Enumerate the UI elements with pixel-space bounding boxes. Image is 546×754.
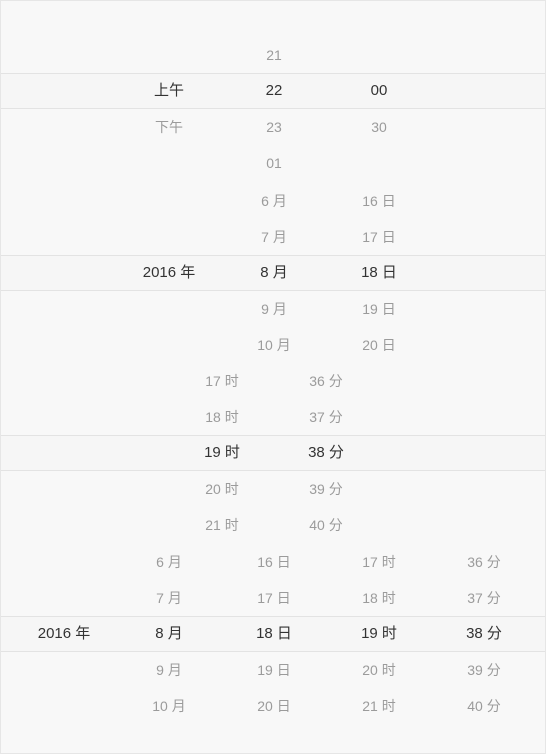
minute-option[interactable]: 36 分 bbox=[309, 373, 343, 389]
minute-option[interactable]: 39 分 bbox=[467, 662, 501, 678]
day-option[interactable]: 16 日 bbox=[257, 554, 291, 570]
selection-band bbox=[1, 616, 545, 652]
hour-option-selected[interactable]: 22 bbox=[265, 82, 283, 99]
minute-option[interactable]: 40 分 bbox=[309, 517, 343, 533]
hour-option[interactable]: 23 bbox=[266, 119, 282, 135]
day-option[interactable]: 20 日 bbox=[257, 698, 291, 714]
month-option[interactable]: 6 月 bbox=[261, 193, 287, 209]
ampm-option-selected[interactable]: 上午 bbox=[153, 82, 185, 99]
selection-band bbox=[1, 255, 545, 291]
minute-option[interactable]: 40 分 bbox=[467, 698, 501, 714]
minute-option[interactable]: 30 bbox=[371, 119, 387, 135]
ampm-option[interactable]: 下午 bbox=[155, 119, 183, 135]
selection-band bbox=[1, 73, 545, 109]
hour-option[interactable]: 01 bbox=[266, 155, 282, 171]
hour-option[interactable]: 21 时 bbox=[362, 698, 396, 714]
day-option[interactable]: 17 日 bbox=[362, 229, 396, 245]
minute-option[interactable]: 37 分 bbox=[309, 409, 343, 425]
hour-option[interactable]: 20 时 bbox=[205, 481, 239, 497]
minute-option-selected[interactable]: 38 分 bbox=[466, 625, 502, 642]
year-option-selected[interactable]: 2016 年 bbox=[37, 625, 91, 642]
day-option-selected[interactable]: 18 日 bbox=[256, 625, 292, 642]
month-option[interactable]: 9 月 bbox=[261, 301, 287, 317]
hour-option[interactable]: 18 时 bbox=[205, 409, 239, 425]
day-option-selected[interactable]: 18 日 bbox=[361, 264, 397, 281]
hour-option[interactable]: 20 时 bbox=[362, 662, 396, 678]
time-picker[interactable]: 17 时 18 时 19 时 20 时 21 时 36 分 37 分 38 分 … bbox=[1, 362, 545, 542]
minute-option[interactable]: 39 分 bbox=[309, 481, 343, 497]
hour-option[interactable]: 17 时 bbox=[362, 554, 396, 570]
minute-option-selected[interactable]: 38 分 bbox=[308, 444, 344, 461]
month-option[interactable]: 9 月 bbox=[156, 662, 182, 678]
day-option[interactable]: 20 日 bbox=[362, 337, 396, 353]
month-option[interactable]: 6 月 bbox=[156, 554, 182, 570]
selection-band bbox=[1, 435, 545, 471]
month-option-selected[interactable]: 8 月 bbox=[260, 264, 288, 281]
month-option[interactable]: 10 月 bbox=[257, 337, 291, 353]
hour-option[interactable]: 21 时 bbox=[205, 517, 239, 533]
minute-option[interactable]: 36 分 bbox=[467, 554, 501, 570]
hour-option[interactable]: 21 bbox=[266, 47, 282, 63]
day-option[interactable]: 16 日 bbox=[362, 193, 396, 209]
ampm-time-picker[interactable]: 上午 下午 21 22 23 01 00 30 bbox=[1, 1, 545, 181]
date-picker[interactable]: 2016 年 6 月 7 月 8 月 9 月 10 月 16 日 17 日 18… bbox=[1, 181, 545, 361]
month-option[interactable]: 7 月 bbox=[156, 590, 182, 606]
hour-option[interactable]: 17 时 bbox=[205, 373, 239, 389]
day-option[interactable]: 19 日 bbox=[362, 301, 396, 317]
day-option[interactable]: 19 日 bbox=[257, 662, 291, 678]
datetime-picker[interactable]: 2016 年 6 月 7 月 8 月 9 月 10 月 16 日 17 日 18… bbox=[1, 543, 545, 723]
hour-option-selected[interactable]: 19 时 bbox=[361, 625, 397, 642]
month-option[interactable]: 10 月 bbox=[152, 698, 186, 714]
hour-option[interactable]: 18 时 bbox=[362, 590, 396, 606]
month-option[interactable]: 7 月 bbox=[261, 229, 287, 245]
year-option-selected[interactable]: 2016 年 bbox=[142, 264, 196, 281]
minute-option[interactable]: 37 分 bbox=[467, 590, 501, 606]
minute-option-selected[interactable]: 00 bbox=[370, 82, 388, 99]
day-option[interactable]: 17 日 bbox=[257, 590, 291, 606]
month-option-selected[interactable]: 8 月 bbox=[155, 625, 183, 642]
hour-option-selected[interactable]: 19 时 bbox=[204, 444, 240, 461]
